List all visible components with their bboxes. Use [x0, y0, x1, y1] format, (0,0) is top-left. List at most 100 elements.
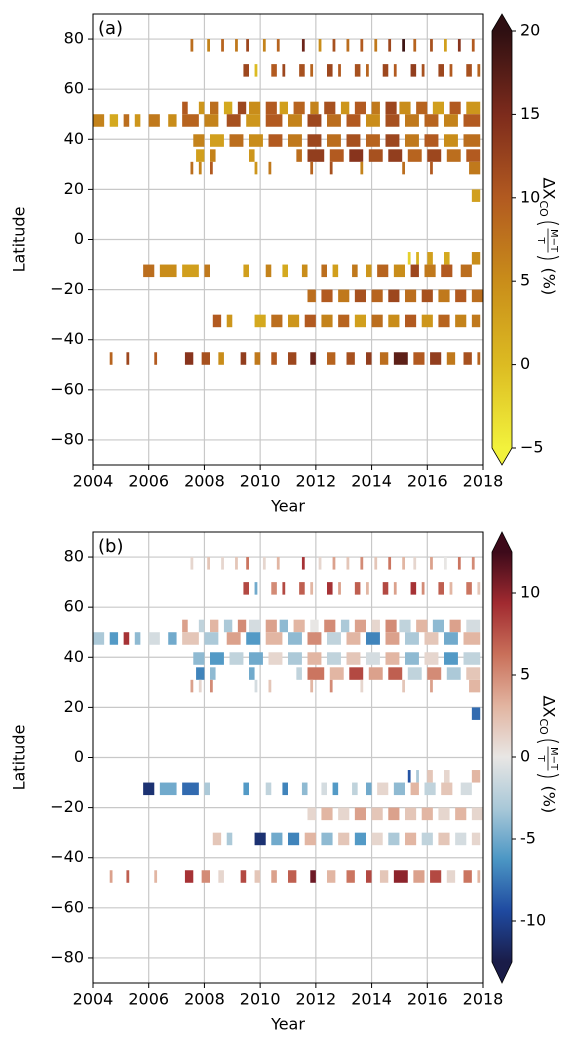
- y-axis-label: Latitude: [10, 207, 29, 273]
- y-tick-label: −20: [50, 279, 84, 298]
- stripe: [444, 252, 450, 265]
- stripe: [321, 264, 327, 278]
- x-tick-label: 2014: [351, 472, 392, 491]
- stripe: [307, 667, 325, 680]
- stripe: [148, 632, 160, 645]
- colorbar-label-unit: (%): [540, 268, 559, 296]
- stripe: [249, 667, 255, 680]
- x-tick-label: 2008: [184, 472, 225, 491]
- stripe: [455, 314, 467, 328]
- stripe: [254, 64, 258, 77]
- stripe: [455, 807, 467, 821]
- stripe: [354, 64, 361, 77]
- stripe: [427, 252, 433, 265]
- stripe: [346, 632, 361, 645]
- stripe: [271, 314, 283, 328]
- y-tick-label: −40: [50, 329, 84, 348]
- stripe: [254, 679, 258, 693]
- x-tick-label: 2010: [240, 990, 281, 1009]
- stripe: [338, 289, 350, 303]
- stripe: [349, 149, 364, 162]
- stripe: [293, 619, 305, 633]
- stripe: [327, 134, 341, 147]
- stripe: [223, 619, 233, 633]
- stripe: [293, 101, 305, 115]
- stripe: [271, 352, 277, 365]
- stripe: [154, 870, 158, 883]
- stripe: [265, 101, 277, 115]
- colorbar-tick-label: -5: [520, 829, 536, 848]
- stripe: [301, 264, 308, 278]
- stripe: [262, 557, 266, 570]
- stripe: [405, 632, 419, 645]
- stripe: [201, 870, 210, 883]
- stripe: [310, 101, 319, 115]
- y-tick-label: −80: [50, 947, 84, 966]
- stripe: [159, 782, 177, 796]
- stripe: [235, 557, 238, 570]
- colorbar-tick-label: 10: [520, 583, 540, 602]
- stripe: [276, 39, 280, 52]
- stripe: [393, 64, 397, 77]
- stripe: [196, 667, 205, 680]
- stripe: [457, 39, 461, 52]
- stripe: [346, 39, 350, 52]
- y-tick-label: 80: [64, 29, 84, 48]
- stripe: [444, 632, 458, 645]
- stripe: [148, 114, 160, 127]
- stripe: [143, 782, 155, 796]
- stripe: [271, 64, 277, 77]
- stripe: [385, 652, 400, 665]
- stripe: [471, 807, 483, 821]
- stripe: [168, 632, 177, 645]
- stripe: [154, 352, 158, 365]
- stripe: [321, 782, 327, 796]
- stripe: [424, 264, 436, 278]
- stripe: [346, 652, 361, 665]
- stripe: [282, 782, 288, 796]
- stripe: [338, 582, 341, 595]
- colorbar-tick-label: 5: [520, 665, 530, 684]
- stripe: [466, 619, 481, 633]
- stripe: [265, 619, 277, 633]
- stripe: [207, 557, 210, 570]
- stripe: [346, 134, 361, 147]
- colorbar-extend-bottom: [492, 448, 512, 465]
- stripe: [421, 832, 433, 846]
- stripe: [388, 807, 400, 821]
- colorbar-tick-label: 15: [520, 104, 540, 123]
- stripe: [427, 667, 442, 680]
- stripe: [354, 289, 366, 303]
- stripe: [430, 161, 433, 175]
- stripe: [471, 189, 481, 202]
- stripe: [354, 582, 361, 595]
- stripe: [463, 632, 481, 645]
- stripe: [235, 39, 238, 52]
- stripe: [477, 582, 481, 595]
- stripe: [223, 101, 233, 115]
- stripe: [126, 870, 130, 883]
- stripe: [471, 289, 483, 303]
- stripe: [424, 114, 439, 127]
- stripe: [393, 782, 405, 796]
- stripe: [385, 632, 400, 645]
- stripe: [268, 652, 283, 665]
- colorbar-label-den: T: [535, 236, 546, 244]
- stripe: [385, 134, 400, 147]
- stripe: [466, 64, 472, 77]
- y-tick-label: −80: [50, 429, 84, 448]
- stripe: [366, 352, 372, 365]
- stripe: [444, 557, 447, 570]
- x-tick-label: 2012: [295, 990, 336, 1009]
- stripe: [427, 149, 442, 162]
- stripe: [307, 632, 322, 645]
- colorbar-tick-label: 0: [520, 354, 530, 373]
- stripe: [405, 807, 417, 821]
- x-axis-label: Year: [270, 497, 305, 516]
- stripe: [460, 782, 472, 796]
- stripe: [346, 557, 350, 570]
- stripe: [218, 870, 224, 883]
- stripe: [123, 114, 130, 127]
- stripe: [449, 582, 453, 595]
